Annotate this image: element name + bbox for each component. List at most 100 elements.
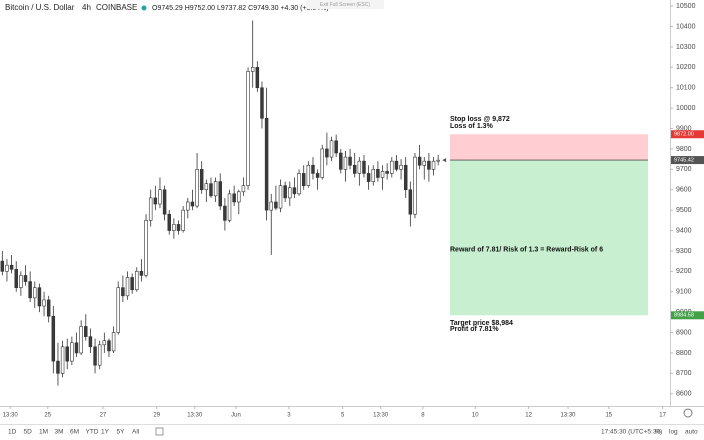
exit-fullscreen-button[interactable] [306, 0, 384, 9]
candle-body [385, 171, 389, 174]
range-button[interactable]: 6M [70, 429, 79, 436]
interval: 4h [82, 3, 91, 12]
candle-body [148, 197, 153, 221]
candle-body [260, 87, 264, 119]
exit-fullscreen-label[interactable]: Exit Full Screen (ESC) [320, 2, 370, 8]
candle-body [93, 346, 97, 366]
scale-button[interactable]: auto [685, 429, 698, 436]
range-button[interactable]: 5Y [117, 429, 126, 436]
candle-body [121, 287, 125, 297]
candle-body [102, 340, 107, 346]
range-button[interactable]: All [132, 429, 140, 436]
candle-body [297, 173, 301, 195]
candle-body [9, 264, 14, 270]
y-tick-label: 9500 [676, 207, 692, 214]
range-button[interactable]: 3M [55, 429, 64, 436]
x-tick-label: 29 [153, 413, 160, 419]
candle-body [288, 187, 292, 199]
candle-body [232, 193, 236, 203]
candle-body [37, 287, 42, 307]
x-tick-label: 10 [472, 413, 479, 419]
candle-body [255, 67, 260, 89]
range-button[interactable]: YTD [86, 429, 99, 436]
y-tick-label: 9900 [676, 125, 692, 132]
candle-body [19, 275, 23, 288]
candle-body [408, 189, 413, 215]
candle-body [357, 160, 362, 174]
y-tick-label: 10100 [676, 85, 696, 92]
candle-body [209, 183, 213, 197]
candle-body [283, 185, 287, 199]
candle-body [33, 287, 37, 299]
candle-body [28, 281, 32, 299]
candle-body [250, 67, 255, 72]
candle-body [334, 140, 338, 154]
x-tick-label: 13:30 [3, 413, 19, 419]
candle-body [130, 277, 134, 291]
last-price-arrow [442, 158, 447, 163]
candle-body [84, 326, 88, 337]
range-button[interactable]: 5D [24, 429, 33, 436]
candle-body [274, 201, 278, 209]
scale-button[interactable]: % [655, 429, 661, 436]
candle-body [422, 160, 426, 166]
range-button[interactable]: 1M [39, 429, 48, 436]
candle-body [399, 164, 403, 170]
candle-body [315, 173, 320, 178]
candle-body [227, 193, 232, 221]
y-tick-label: 10000 [676, 105, 696, 112]
annotation: Stop loss @ 9,872 [450, 116, 510, 123]
scale-button[interactable]: log [669, 429, 678, 436]
candle-body [417, 156, 422, 166]
price-label-box [671, 311, 704, 320]
candle-body [343, 156, 348, 170]
candle-body [107, 340, 111, 352]
candle-body [158, 189, 162, 205]
y-tick-label: 9400 [676, 227, 692, 234]
candle-body [23, 275, 28, 282]
candle-body [311, 164, 315, 174]
candle-body [51, 315, 56, 362]
candle-body [111, 332, 116, 352]
candle-body [427, 160, 431, 170]
y-tick-label: 8900 [676, 329, 692, 336]
x-tick-label: 13:30 [373, 413, 389, 419]
candle-body [135, 271, 139, 291]
status-dot [141, 5, 147, 11]
goto-date-icon[interactable] [155, 427, 164, 436]
y-tick-label: 9300 [676, 248, 692, 255]
candle-body [264, 118, 269, 211]
candle-body [172, 224, 176, 231]
price-label: 8984.58 [674, 313, 694, 319]
y-tick-label: 10300 [676, 44, 696, 51]
candle-body [181, 209, 185, 231]
candle-body [325, 148, 329, 158]
candle-body [352, 164, 357, 174]
x-tick-label: 8 [421, 413, 425, 419]
candle-body [74, 342, 79, 354]
candle-body [199, 169, 204, 191]
candle-body [5, 264, 9, 272]
candle-body [70, 342, 74, 362]
candle-body [301, 173, 306, 186]
settings-icon[interactable] [683, 408, 693, 418]
candle-body [218, 181, 222, 207]
x-tick-label: 13:30 [560, 413, 576, 419]
candle-body [167, 213, 171, 231]
range-button[interactable]: 1Y [101, 429, 110, 436]
annotation: Reward of 7.81/ Risk of 1.3 = Reward-Ris… [450, 247, 603, 254]
candle-body [46, 299, 51, 317]
candle-body [213, 181, 218, 197]
range-button[interactable]: 1D [8, 429, 17, 436]
candle-body [65, 346, 69, 362]
candle-body [278, 185, 283, 209]
y-tick-label: 9200 [676, 268, 692, 275]
candle-body [403, 164, 408, 191]
x-tick-label: 12 [525, 413, 532, 419]
candle-body [42, 299, 46, 307]
candle-body [329, 140, 334, 158]
x-tick-label: Jun [231, 413, 241, 419]
x-tick-label: 27 [100, 413, 107, 419]
candle-body [241, 185, 246, 193]
